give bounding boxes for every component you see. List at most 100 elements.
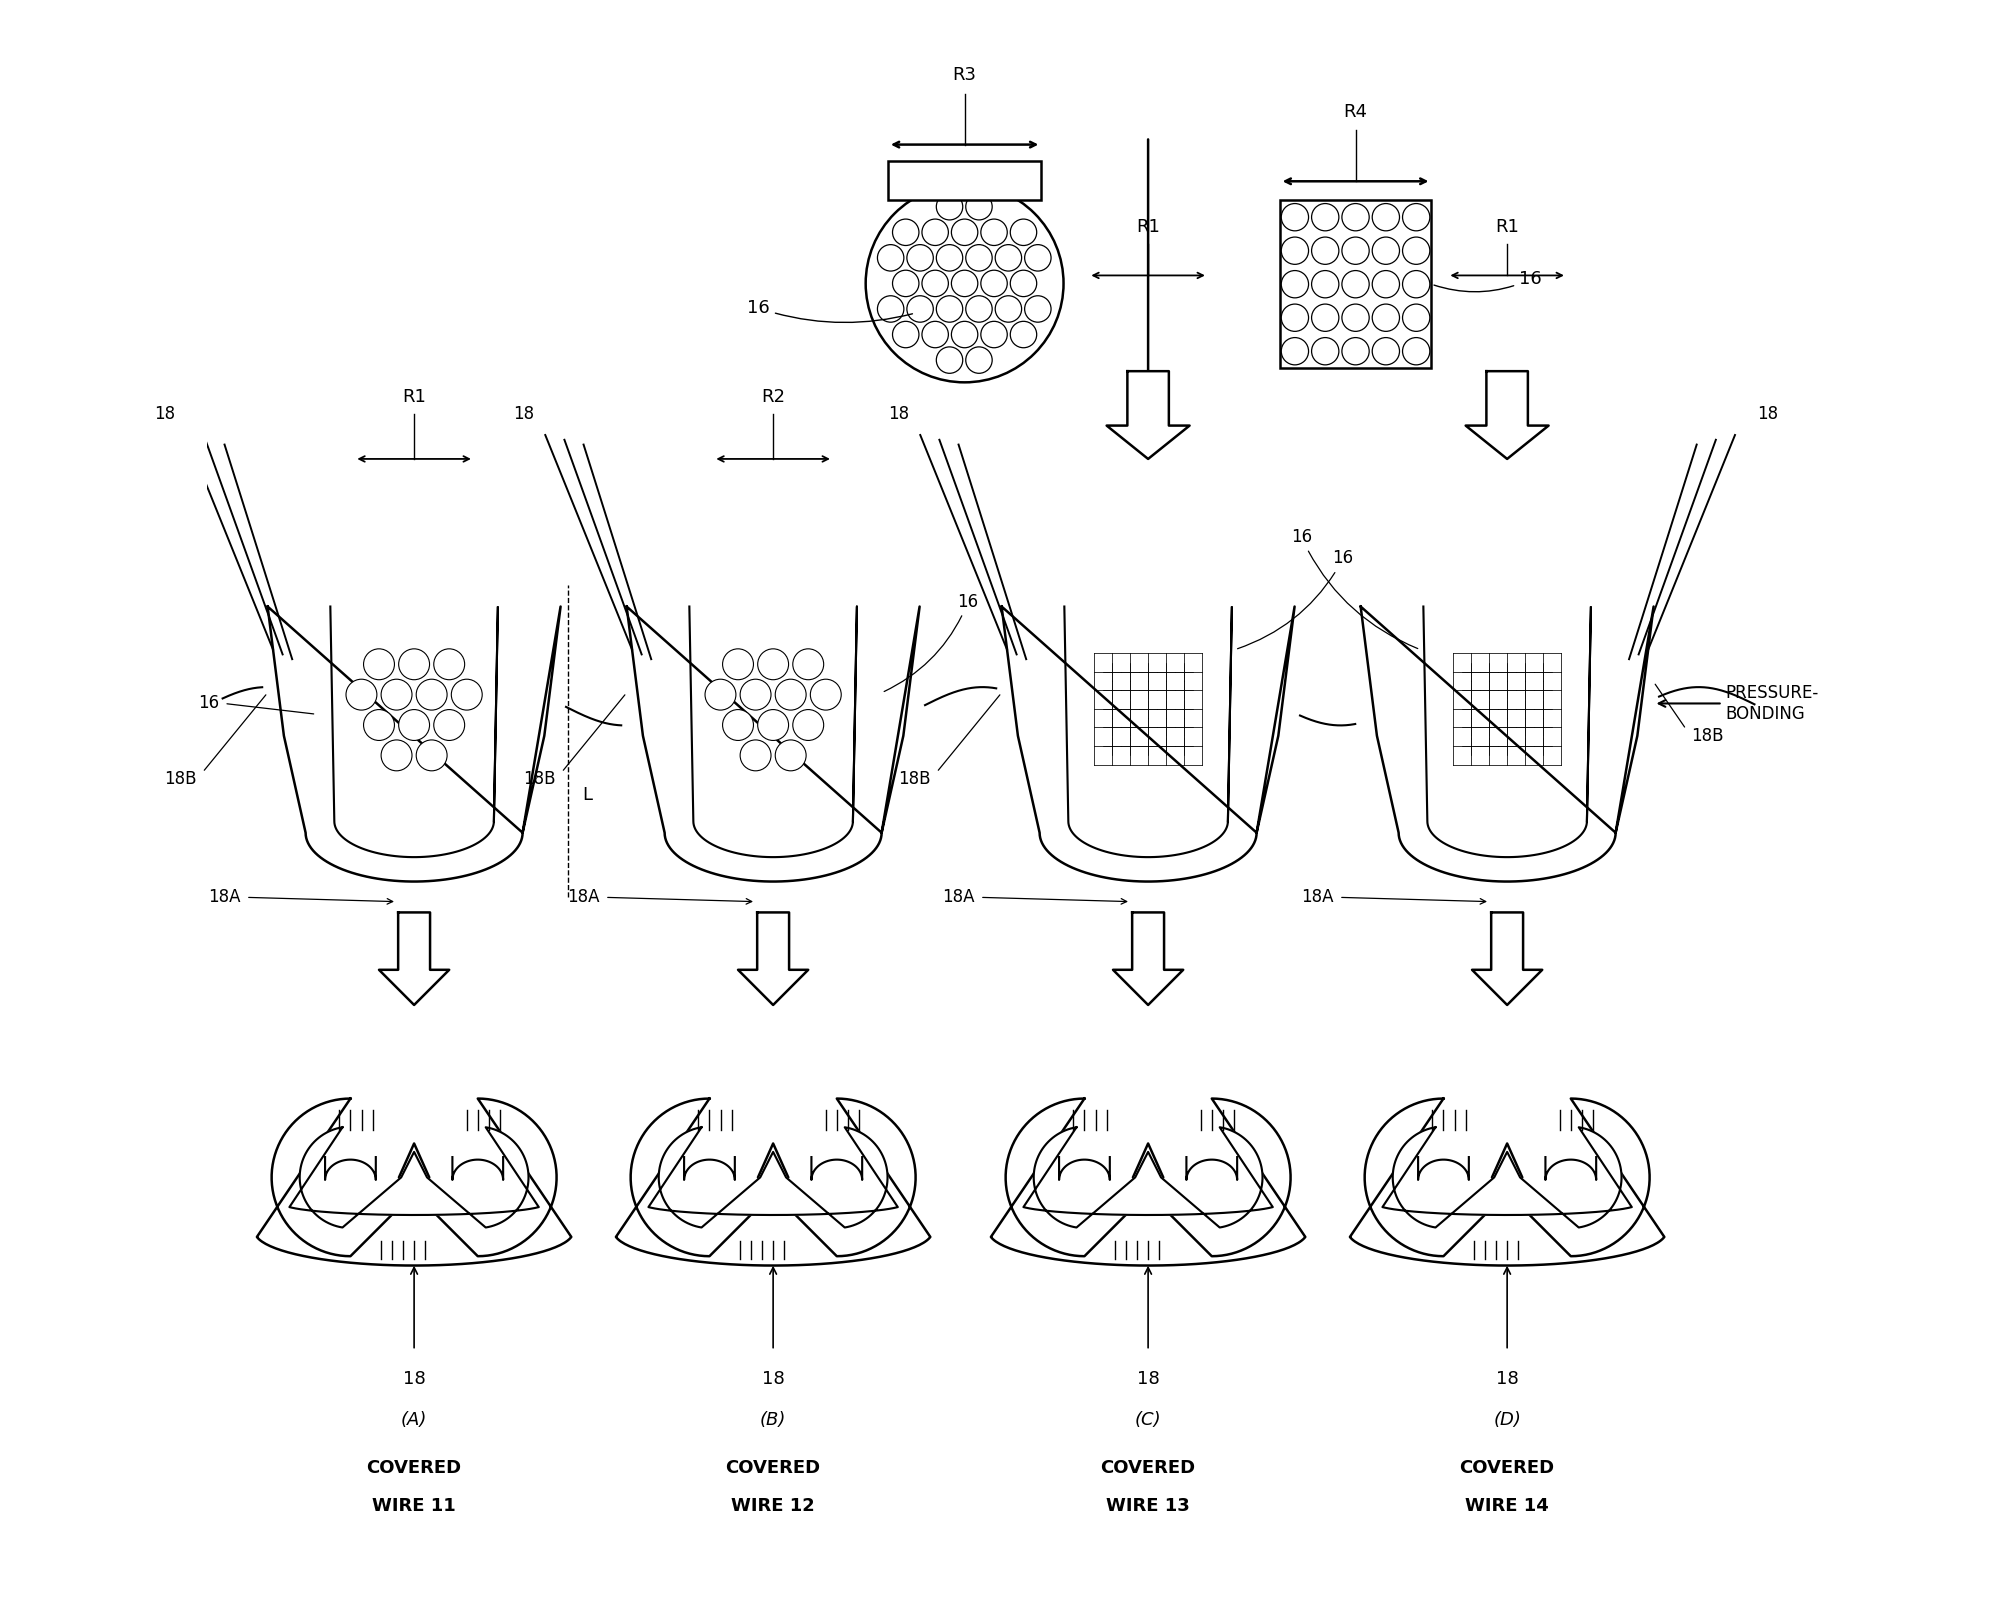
Circle shape	[452, 678, 482, 711]
Circle shape	[1025, 245, 1051, 271]
Circle shape	[1342, 305, 1370, 332]
Circle shape	[794, 709, 824, 741]
Text: 18: 18	[761, 1370, 784, 1387]
Circle shape	[434, 650, 464, 680]
Circle shape	[434, 709, 464, 741]
Circle shape	[892, 321, 918, 348]
Text: (A): (A)	[402, 1412, 428, 1429]
Polygon shape	[289, 1128, 538, 1227]
Text: R4: R4	[1344, 103, 1368, 120]
Text: WIRE 14: WIRE 14	[1465, 1498, 1549, 1516]
Circle shape	[936, 245, 962, 271]
Circle shape	[739, 678, 771, 711]
Circle shape	[1402, 271, 1430, 298]
Circle shape	[878, 245, 904, 271]
Text: (D): (D)	[1493, 1412, 1521, 1429]
Circle shape	[810, 678, 842, 711]
Circle shape	[1342, 271, 1370, 298]
Bar	[888, 160, 1041, 200]
Circle shape	[1011, 269, 1037, 297]
Circle shape	[892, 220, 918, 245]
Circle shape	[1282, 237, 1308, 265]
Text: 18A: 18A	[1302, 889, 1334, 906]
Text: 18: 18	[155, 406, 175, 423]
Circle shape	[757, 650, 790, 680]
Circle shape	[364, 650, 394, 680]
Circle shape	[1402, 337, 1430, 364]
Circle shape	[723, 650, 753, 680]
Circle shape	[936, 194, 962, 220]
Circle shape	[878, 295, 904, 322]
Circle shape	[705, 678, 735, 711]
Circle shape	[936, 295, 962, 322]
Circle shape	[416, 739, 448, 772]
Polygon shape	[1113, 913, 1183, 1006]
Circle shape	[1372, 337, 1400, 364]
Circle shape	[966, 295, 992, 322]
Circle shape	[906, 295, 934, 322]
Circle shape	[1282, 337, 1308, 364]
Circle shape	[922, 220, 948, 245]
Circle shape	[980, 321, 1007, 348]
Polygon shape	[1360, 606, 1653, 882]
Circle shape	[866, 184, 1063, 382]
Circle shape	[1312, 337, 1338, 364]
Circle shape	[1342, 337, 1370, 364]
Polygon shape	[1467, 371, 1549, 459]
Polygon shape	[267, 606, 561, 882]
Circle shape	[1312, 237, 1338, 265]
Circle shape	[1372, 237, 1400, 265]
Circle shape	[980, 220, 1007, 245]
Circle shape	[1372, 204, 1400, 231]
Circle shape	[1312, 305, 1338, 332]
Polygon shape	[1350, 1099, 1663, 1266]
Text: R1: R1	[1137, 218, 1159, 236]
Text: 18: 18	[1756, 406, 1778, 423]
Text: COVERED: COVERED	[1461, 1460, 1555, 1477]
Circle shape	[775, 678, 806, 711]
Circle shape	[1282, 204, 1308, 231]
Circle shape	[1282, 271, 1308, 298]
Circle shape	[1025, 295, 1051, 322]
Circle shape	[892, 269, 918, 297]
Text: 18: 18	[402, 1370, 426, 1387]
Text: 18B: 18B	[898, 770, 930, 788]
Polygon shape	[1382, 1128, 1631, 1227]
Polygon shape	[1002, 606, 1294, 882]
Text: (C): (C)	[1135, 1412, 1161, 1429]
Circle shape	[346, 678, 378, 711]
Text: 18B: 18B	[1692, 727, 1724, 744]
Circle shape	[1342, 237, 1370, 265]
Text: COVERED: COVERED	[725, 1460, 822, 1477]
Text: WIRE 13: WIRE 13	[1107, 1498, 1189, 1516]
Polygon shape	[627, 606, 920, 882]
Text: R1: R1	[1495, 218, 1519, 236]
Polygon shape	[1023, 1128, 1274, 1227]
Text: R1: R1	[402, 388, 426, 406]
Text: 16: 16	[1434, 269, 1541, 292]
Polygon shape	[1107, 371, 1189, 459]
Circle shape	[952, 220, 978, 245]
Circle shape	[398, 709, 430, 741]
Text: R3: R3	[952, 66, 976, 83]
Polygon shape	[617, 1099, 930, 1266]
Text: WIRE 12: WIRE 12	[731, 1498, 816, 1516]
Text: WIRE 11: WIRE 11	[372, 1498, 456, 1516]
Circle shape	[966, 245, 992, 271]
Circle shape	[1402, 204, 1430, 231]
Circle shape	[994, 245, 1023, 271]
Text: 18: 18	[1497, 1370, 1519, 1387]
Circle shape	[398, 650, 430, 680]
Circle shape	[382, 739, 412, 772]
Circle shape	[966, 194, 992, 220]
Text: 18: 18	[512, 406, 534, 423]
Polygon shape	[257, 1099, 571, 1266]
Text: 16: 16	[884, 592, 978, 691]
Circle shape	[936, 346, 962, 374]
Text: L: L	[583, 786, 593, 804]
Text: 16: 16	[747, 298, 912, 322]
Text: PRESSURE-
BONDING: PRESSURE- BONDING	[1659, 683, 1818, 723]
Polygon shape	[649, 1128, 898, 1227]
Circle shape	[994, 295, 1023, 322]
Circle shape	[922, 321, 948, 348]
